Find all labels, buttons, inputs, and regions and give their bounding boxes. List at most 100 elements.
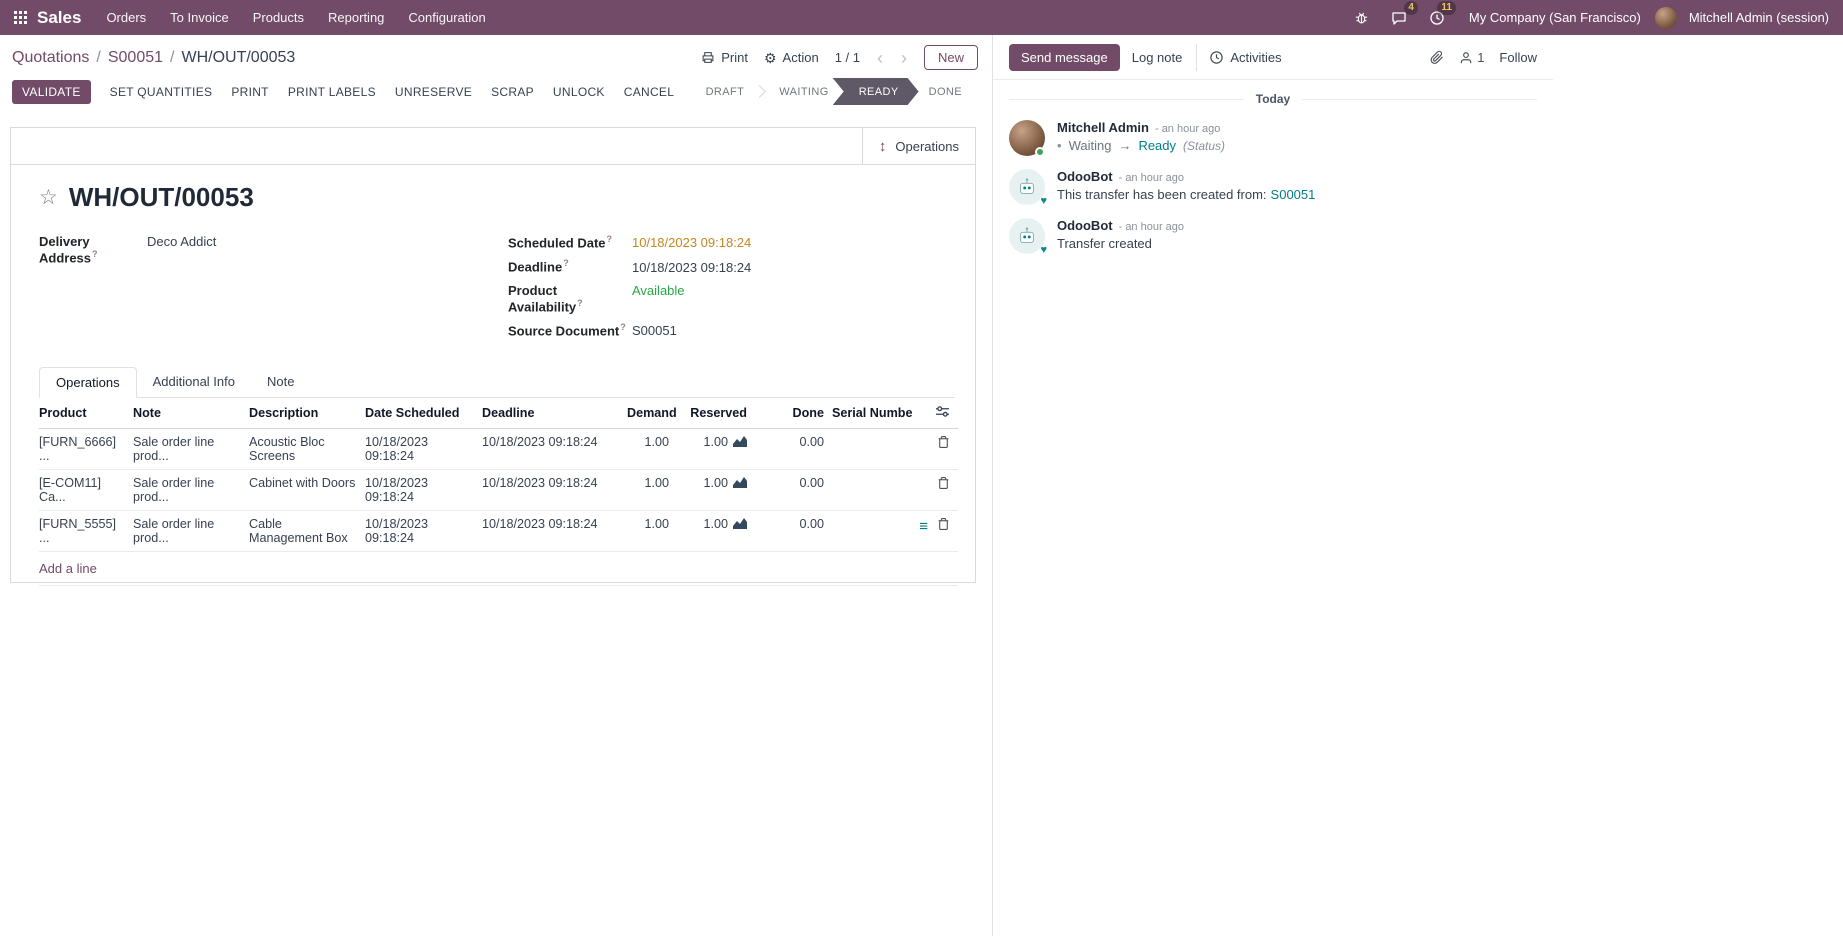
debug-bug-icon[interactable] [1346,8,1377,27]
cell-done[interactable]: 0.00 [799,476,824,491]
state-ready-active[interactable]: READY [833,78,919,105]
cell-deadline[interactable]: 10/18/2023 09:18:24 [482,517,598,532]
print-button[interactable]: PRINT [231,84,269,99]
new-button[interactable]: New [923,45,978,70]
breadcrumb-link-s00051[interactable]: S00051 [107,48,164,66]
col-note[interactable]: Note [133,398,249,430]
scheduled-date-value[interactable]: 10/18/2023 09:18:24 [632,235,752,251]
detailed-operations-icon[interactable]: ≡ [919,518,928,536]
apps-grid-icon[interactable] [6,11,35,24]
validate-button[interactable]: VALIDATE [12,79,91,104]
menu-products[interactable]: Products [252,10,305,25]
message-author[interactable]: OdooBot [1057,218,1113,233]
pager-value[interactable]: 1 / 1 [834,50,860,65]
col-deadline[interactable]: Deadline [482,398,627,430]
cell-demand[interactable]: 1.00 [644,435,669,450]
delete-row-icon[interactable] [937,517,950,531]
menu-to-invoice[interactable]: To Invoice [170,10,229,25]
forecast-chart-icon[interactable] [733,518,747,530]
cell-serial-numbers[interactable] [832,469,912,512]
unlock-button[interactable]: UNLOCK [552,84,605,99]
author-avatar[interactable] [1009,120,1045,157]
cell-done[interactable]: 0.00 [799,517,824,532]
col-demand[interactable]: Demand [627,398,677,430]
activities-icon[interactable]: 11 [1421,0,1456,28]
col-date-scheduled[interactable]: Date Scheduled [365,398,482,430]
cell-demand[interactable]: 1.00 [644,476,669,491]
delivery-address-value[interactable]: Deco Addict [147,234,217,249]
messages-icon[interactable]: 4 [1383,0,1418,28]
message-author[interactable]: OdooBot [1057,169,1113,184]
breadcrumb-link-quotations[interactable]: Quotations [12,48,90,66]
operations-smart-button[interactable]: ↕ Operations [861,128,975,164]
cell-product[interactable]: [FURN_6666] ... [39,435,116,464]
menu-configuration[interactable]: Configuration [408,10,486,25]
tracking-new-value[interactable]: Ready [1138,138,1177,153]
user-avatar[interactable] [1654,6,1677,29]
activities-button[interactable]: Activities [1196,44,1293,71]
state-draft[interactable]: DRAFT [705,85,745,98]
delete-row-icon[interactable] [937,476,950,490]
menu-orders[interactable]: Orders [106,10,147,25]
company-selector[interactable]: My Company (San Francisco) [1468,10,1641,25]
send-message-button[interactable]: Send message [1009,44,1120,71]
print-labels-button[interactable]: PRINT LABELS [287,84,376,99]
cell-done[interactable]: 0.00 [799,435,824,450]
cell-deadline[interactable]: 10/18/2023 09:18:24 [482,435,598,450]
print-menu-button[interactable]: Print [701,50,748,65]
cell-reserved[interactable]: 1.00 [703,476,728,491]
col-reserved[interactable]: Reserved [677,398,755,430]
cell-reserved[interactable]: 1.00 [703,517,728,532]
cell-deadline[interactable]: 10/18/2023 09:18:24 [482,476,598,491]
add-a-line-link[interactable]: Add a line [39,552,958,587]
cell-description[interactable]: Acoustic Bloc Screens [249,435,325,464]
log-note-button[interactable]: Log note [1120,44,1195,71]
state-waiting[interactable]: WAITING [779,85,829,98]
follow-button[interactable]: Follow [1499,50,1537,65]
cell-serial-numbers[interactable] [832,428,912,471]
forecast-chart-icon[interactable] [733,477,747,489]
attach-files-button[interactable] [1430,50,1444,65]
cell-serial-numbers[interactable] [832,510,912,553]
message-author[interactable]: Mitchell Admin [1057,120,1149,135]
state-done[interactable]: DONE [928,85,962,98]
unreserve-button[interactable]: UNRESERVE [394,84,473,99]
tab-note[interactable]: Note [267,374,295,390]
followers-button[interactable]: 1 [1459,50,1484,65]
set-quantities-button[interactable]: SET QUANTITIES [109,84,213,99]
scrap-button[interactable]: SCRAP [491,84,534,99]
cell-note[interactable]: Sale order line prod... [133,476,215,505]
action-menu-button[interactable]: ⚙ Action [764,50,819,65]
cell-description[interactable]: Cable Management Box [249,517,348,546]
cell-date-scheduled[interactable]: 10/18/2023 09:18:24 [365,476,429,505]
deadline-value[interactable]: 10/18/2023 09:18:24 [632,259,752,275]
optional-columns-icon[interactable] [935,405,950,421]
cell-date-scheduled[interactable]: 10/18/2023 09:18:24 [365,517,429,546]
odoobot-avatar[interactable]: ♥ [1009,218,1047,256]
col-done[interactable]: Done [755,398,832,430]
cell-note[interactable]: Sale order line prod... [133,517,215,546]
tab-additional-info[interactable]: Additional Info [152,374,235,390]
cell-reserved[interactable]: 1.00 [703,435,728,450]
cell-product[interactable]: [E-COM11] Ca... [39,476,102,505]
user-menu[interactable]: Mitchell Admin (session) [1688,10,1829,25]
cell-product[interactable]: [FURN_5555] ... [39,517,116,546]
col-product[interactable]: Product [39,398,133,430]
source-document-value[interactable]: S00051 [632,323,677,339]
odoobot-avatar[interactable]: ♥ [1009,169,1047,207]
cell-description[interactable]: Cabinet with Doors [249,476,356,491]
source-document-link[interactable]: S00051 [1270,187,1316,202]
favorite-star-icon[interactable]: ☆ [39,186,58,209]
cell-date-scheduled[interactable]: 10/18/2023 09:18:24 [365,435,429,464]
col-serial-numbers[interactable]: Serial Numbers [832,398,912,430]
tab-operations[interactable]: Operations [39,367,137,399]
cancel-button[interactable]: CANCEL [623,84,675,99]
col-description[interactable]: Description [249,398,365,430]
cell-demand[interactable]: 1.00 [644,517,669,532]
pager-next-button[interactable]: › [900,47,907,68]
cell-note[interactable]: Sale order line prod... [133,435,215,464]
menu-reporting[interactable]: Reporting [328,10,385,25]
forecast-chart-icon[interactable] [733,436,747,448]
app-name[interactable]: Sales [37,7,82,27]
delete-row-icon[interactable] [937,435,950,449]
